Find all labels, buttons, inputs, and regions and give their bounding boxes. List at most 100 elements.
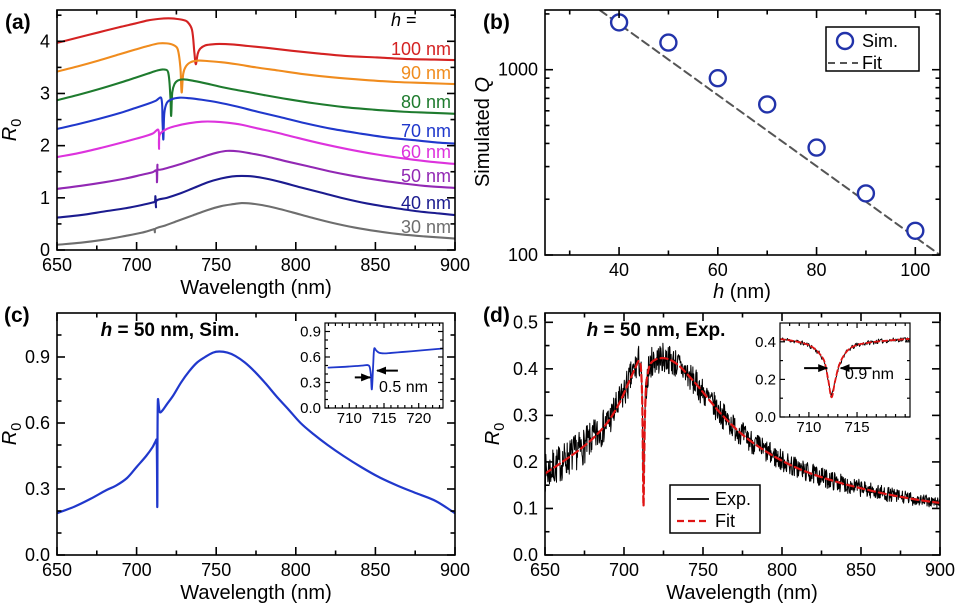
spectrum-h-70nm (57, 96, 455, 145)
sim-zoom-curve (327, 347, 443, 391)
y-tick-label: 4 (40, 31, 50, 51)
x-tick-label: 800 (281, 255, 311, 275)
legend-b: Sim.Fit (825, 26, 920, 73)
sim-data-point (807, 138, 826, 157)
y-tick-label: 0.4 (755, 334, 776, 351)
spectrum-h-50nm (57, 149, 455, 191)
sim-data-point (708, 68, 727, 88)
curves-a (57, 17, 455, 246)
y-tick-label: 0.5 (513, 312, 538, 332)
axes-frame-c-inset (324, 322, 444, 409)
curve-label-90-nm: 90 nm (401, 63, 451, 83)
x-tick-label: 900 (440, 560, 470, 580)
tick-labels-c: 650 700 750 800 850 900 0.0 0.3 0.6 0.9 (25, 347, 470, 580)
x-tick-label: 650 (42, 560, 72, 580)
panel-c-title: h = 50 nm, Sim. (101, 320, 240, 341)
x-tick-label: 650 (530, 560, 560, 580)
x-tick-label: 800 (767, 560, 797, 580)
curves-c-inset (327, 347, 443, 391)
legend-marker-sim (835, 31, 855, 51)
inset-background (325, 323, 443, 408)
exp-spectrum-50nm (545, 342, 940, 509)
y-tick-label: 2 (40, 136, 50, 156)
x-axis-label: Wavelength (nm) (180, 277, 332, 299)
y-axis-label: R0 (0, 119, 25, 141)
panel-a: 650 700 750 800 850 900 0 1 2 3 4 Wavelength (nm) R0… (0, 9, 470, 299)
legend-label-fit: Fit (715, 511, 735, 531)
y-tick-label: 0.2 (513, 452, 538, 472)
axes-frame-d-inset (779, 322, 911, 418)
curve-label-40-nm: 40 nm (401, 193, 451, 213)
curve-label-100-nm: 100 nm (391, 39, 451, 59)
curve-label-50-nm: 50 nm (401, 166, 451, 186)
panel-letter-d: (d) (483, 304, 510, 327)
x-tick-label: 700 (122, 255, 152, 275)
axes-frame-c (56, 312, 456, 556)
legend-d: Exp.Fit (669, 484, 761, 534)
y-tick-label: 0.0 (25, 545, 50, 565)
curves-b (597, 10, 940, 255)
legend-label-fit: Fit (862, 53, 882, 73)
x-tick-label: 850 (360, 560, 390, 580)
x-axis-label: h (nm) (713, 281, 771, 303)
tick-labels-d-inset: 710 715 0.0 0.2 0.4 (755, 334, 869, 436)
x-tick-label: 710 (796, 419, 821, 436)
tick-labels-d: 650 700 750 800 850 900 0.0 0.1 0.2 0.3 0.4 0.5 (513, 312, 955, 580)
x-axis-label: Wavelength (nm) (666, 582, 818, 604)
y-tick-label: 0.6 (25, 413, 50, 433)
y-tick-label: 0.9 (25, 347, 50, 367)
x-tick-label: 750 (688, 560, 718, 580)
x-tick-label: 100 (900, 260, 930, 280)
legend-label-sim: Sim. (862, 31, 898, 51)
y-tick-label: 0 (40, 240, 50, 260)
inset-c-inset: 710 715 720 0.0 0.3 0.6 0.9 0.5 nm (300, 322, 444, 428)
panel-letter-a: (a) (5, 11, 31, 34)
x-tick-label: 710 (337, 410, 362, 427)
sim-spectrum-50nm (57, 350, 455, 515)
sim-data-point (659, 33, 678, 52)
y-tick-label: 3 (40, 83, 50, 103)
panel-c: 650 700 750 800 850 900 0.0 0.3 0.6 0.9 Wavelength… (0, 304, 470, 604)
x-tick-label: 700 (609, 560, 639, 580)
x-axis-label: Wavelength (nm) (180, 582, 332, 604)
tick-labels-a: 650 700 750 800 850 900 0 1 2 3 4 (40, 31, 470, 275)
y-tick-label: 0.3 (513, 405, 538, 425)
linewidth-label-exp: 0.9 nm (845, 366, 894, 383)
y-tick-label: 0.9 (300, 324, 321, 341)
y-tick-label: 1000 (498, 60, 538, 80)
panel-b: 40 60 80 100 100 1000 h (nm) Simulated Q Sim.Fit… (472, 9, 941, 303)
x-tick-label: 900 (925, 560, 955, 580)
y-tick-label: 0.3 (300, 375, 321, 392)
tick-labels-c-inset: 710 715 720 0.0 0.3 0.6 0.9 (300, 324, 431, 428)
curve-label-80-nm: 80 nm (401, 92, 451, 112)
y-tick-label: 100 (508, 245, 538, 265)
spectrum-h-60nm (57, 120, 455, 165)
legend-label-exp: Exp. (715, 489, 751, 509)
x-tick-label: 715 (371, 410, 396, 427)
x-tick-label: 700 (122, 560, 152, 580)
sim-data-point (758, 95, 777, 114)
fit-zoom-curve (780, 337, 910, 399)
curves-d (545, 342, 940, 509)
curves-d-inset (780, 337, 910, 399)
curve-label-30-nm: 30 nm (401, 217, 451, 237)
x-tick-label: 800 (281, 560, 311, 580)
x-tick-label: 715 (845, 419, 870, 436)
panel-letter-b: (b) (483, 11, 510, 34)
axes-frame-d (544, 312, 941, 556)
panel-letter-c: (c) (4, 304, 30, 327)
curve-label-60-nm: 60 nm (401, 142, 451, 162)
axes-frame-b (544, 9, 941, 256)
y-tick-label: 0.4 (513, 359, 538, 379)
panel-d: 650 700 750 800 850 900 0.0 0.1 0.2 0.3 0.4 0.5 Wave… (482, 304, 955, 604)
y-tick-label: 0.0 (300, 400, 321, 417)
x-tick-label: 850 (846, 560, 876, 580)
spectrum-h-30nm (57, 201, 455, 246)
sim-data-point (906, 221, 925, 241)
x-tick-label: 900 (440, 255, 470, 275)
x-tick-label: 750 (201, 560, 231, 580)
axes-frame-a (56, 9, 456, 251)
x-tick-label: 850 (360, 255, 390, 275)
y-tick-label: 0.1 (513, 498, 538, 518)
